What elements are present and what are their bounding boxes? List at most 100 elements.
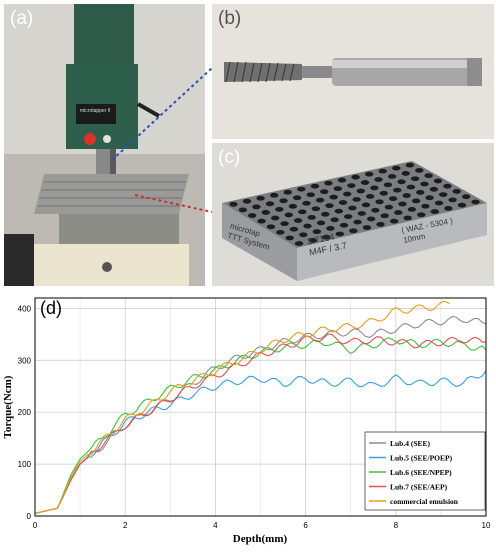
y-tick-label: 400 bbox=[18, 304, 32, 313]
block-hole bbox=[337, 177, 347, 183]
legend-entry: Lub.7 (SEE/AEP) bbox=[390, 483, 448, 492]
block-hole bbox=[312, 229, 322, 235]
x-tick-label: 8 bbox=[394, 521, 399, 530]
block-hole bbox=[398, 201, 407, 207]
block-hole bbox=[362, 225, 372, 230]
block-hole bbox=[329, 194, 338, 200]
block-hole bbox=[424, 173, 433, 179]
block-hole bbox=[392, 165, 401, 171]
y-tick-label: 100 bbox=[18, 460, 32, 469]
block-hole bbox=[303, 223, 312, 229]
block-hole bbox=[416, 190, 425, 195]
block-hole bbox=[270, 215, 280, 221]
block-hole bbox=[316, 220, 326, 226]
block-hole bbox=[387, 174, 397, 179]
block-hole bbox=[371, 207, 380, 213]
block-hole bbox=[256, 195, 265, 201]
y-tick-label: 0 bbox=[27, 512, 32, 521]
block-hole bbox=[429, 186, 439, 192]
panel-c-label: (c) bbox=[218, 147, 241, 168]
block-hole bbox=[402, 193, 411, 198]
block-hole bbox=[384, 204, 394, 210]
block-hole bbox=[393, 187, 402, 193]
test-block-illustration bbox=[212, 143, 494, 286]
block-hole bbox=[261, 210, 270, 215]
block-hole bbox=[353, 219, 362, 225]
block-hole bbox=[360, 180, 370, 185]
block-hole bbox=[343, 191, 352, 197]
block-hole bbox=[298, 209, 307, 215]
block-hole bbox=[320, 189, 329, 195]
device-name: microtapper II bbox=[80, 108, 111, 114]
legend-entry: Lub.5 (SEE/POEP) bbox=[390, 454, 453, 463]
block-hole bbox=[457, 202, 467, 208]
block-hole bbox=[389, 218, 399, 224]
block-hole bbox=[306, 192, 315, 198]
block-hole bbox=[421, 203, 430, 209]
block-hole bbox=[380, 213, 389, 219]
block-hole bbox=[444, 205, 453, 211]
series-line-3 bbox=[34, 333, 487, 514]
block-hole bbox=[410, 176, 420, 182]
block-hole bbox=[348, 205, 357, 211]
block-hole bbox=[430, 209, 440, 214]
block-hole bbox=[325, 203, 334, 209]
block-hole bbox=[307, 214, 316, 220]
block-hole bbox=[448, 197, 457, 203]
block-hole bbox=[378, 168, 387, 174]
chart-series bbox=[34, 300, 487, 514]
block-hole bbox=[229, 201, 238, 207]
block-hole bbox=[420, 181, 429, 187]
block-hole bbox=[324, 180, 333, 186]
connector-lines bbox=[111, 67, 213, 213]
block-hole bbox=[352, 197, 361, 202]
block-hole bbox=[285, 235, 294, 241]
block-hole bbox=[365, 193, 375, 199]
block-hole bbox=[280, 221, 289, 227]
block-hole bbox=[374, 177, 383, 182]
connector-to-block bbox=[134, 194, 213, 213]
block-hole bbox=[335, 231, 345, 237]
block-hole bbox=[388, 196, 398, 202]
legend-entry: Lub.6 (SEE/NPEP) bbox=[390, 468, 452, 477]
block-hole bbox=[299, 232, 308, 238]
block-hole bbox=[452, 189, 461, 194]
tapping-machine-illustration bbox=[4, 4, 205, 286]
y-tick-label: 300 bbox=[18, 356, 32, 365]
block-hole bbox=[376, 221, 385, 227]
y-axis-label: Torque(Ncm) bbox=[2, 375, 14, 438]
block-hole bbox=[333, 186, 343, 192]
block-hole bbox=[275, 206, 284, 212]
block-hole bbox=[366, 216, 376, 222]
block-hole bbox=[334, 208, 344, 214]
x-tick-label: 10 bbox=[482, 521, 491, 530]
block-hole bbox=[379, 190, 388, 196]
series-line-1 bbox=[34, 370, 487, 514]
block-hole bbox=[433, 178, 443, 184]
block-hole bbox=[401, 171, 410, 176]
x-tick-label: 0 bbox=[33, 521, 38, 530]
block-hole bbox=[294, 241, 304, 246]
block-hole bbox=[266, 224, 276, 230]
block-hole bbox=[248, 213, 257, 218]
block-hole bbox=[405, 162, 415, 168]
block-hole bbox=[284, 212, 293, 218]
block-hole bbox=[364, 171, 374, 177]
test-block-photo: (c) microtap TTT System 3.7164 M4F / 3.7… bbox=[212, 143, 494, 286]
tap-illustration bbox=[212, 4, 494, 139]
block-hole bbox=[293, 218, 303, 223]
block-hole bbox=[310, 183, 320, 189]
tapping-machine-photo: (a) microtapper II bbox=[4, 4, 205, 286]
torque-chart-panel: 0 2 4 6 8 10 0 100 200 300 400 (d) Depth(mm) Torqu… bbox=[0, 290, 496, 550]
block-hole bbox=[265, 201, 275, 207]
block-hole bbox=[297, 186, 306, 192]
block-hole bbox=[257, 218, 266, 224]
block-hole bbox=[417, 212, 426, 218]
block-hole bbox=[403, 215, 412, 221]
block-hole bbox=[252, 204, 261, 210]
y-tick-label: 200 bbox=[18, 408, 32, 417]
block-hole bbox=[383, 182, 393, 188]
block-hole bbox=[311, 206, 321, 212]
